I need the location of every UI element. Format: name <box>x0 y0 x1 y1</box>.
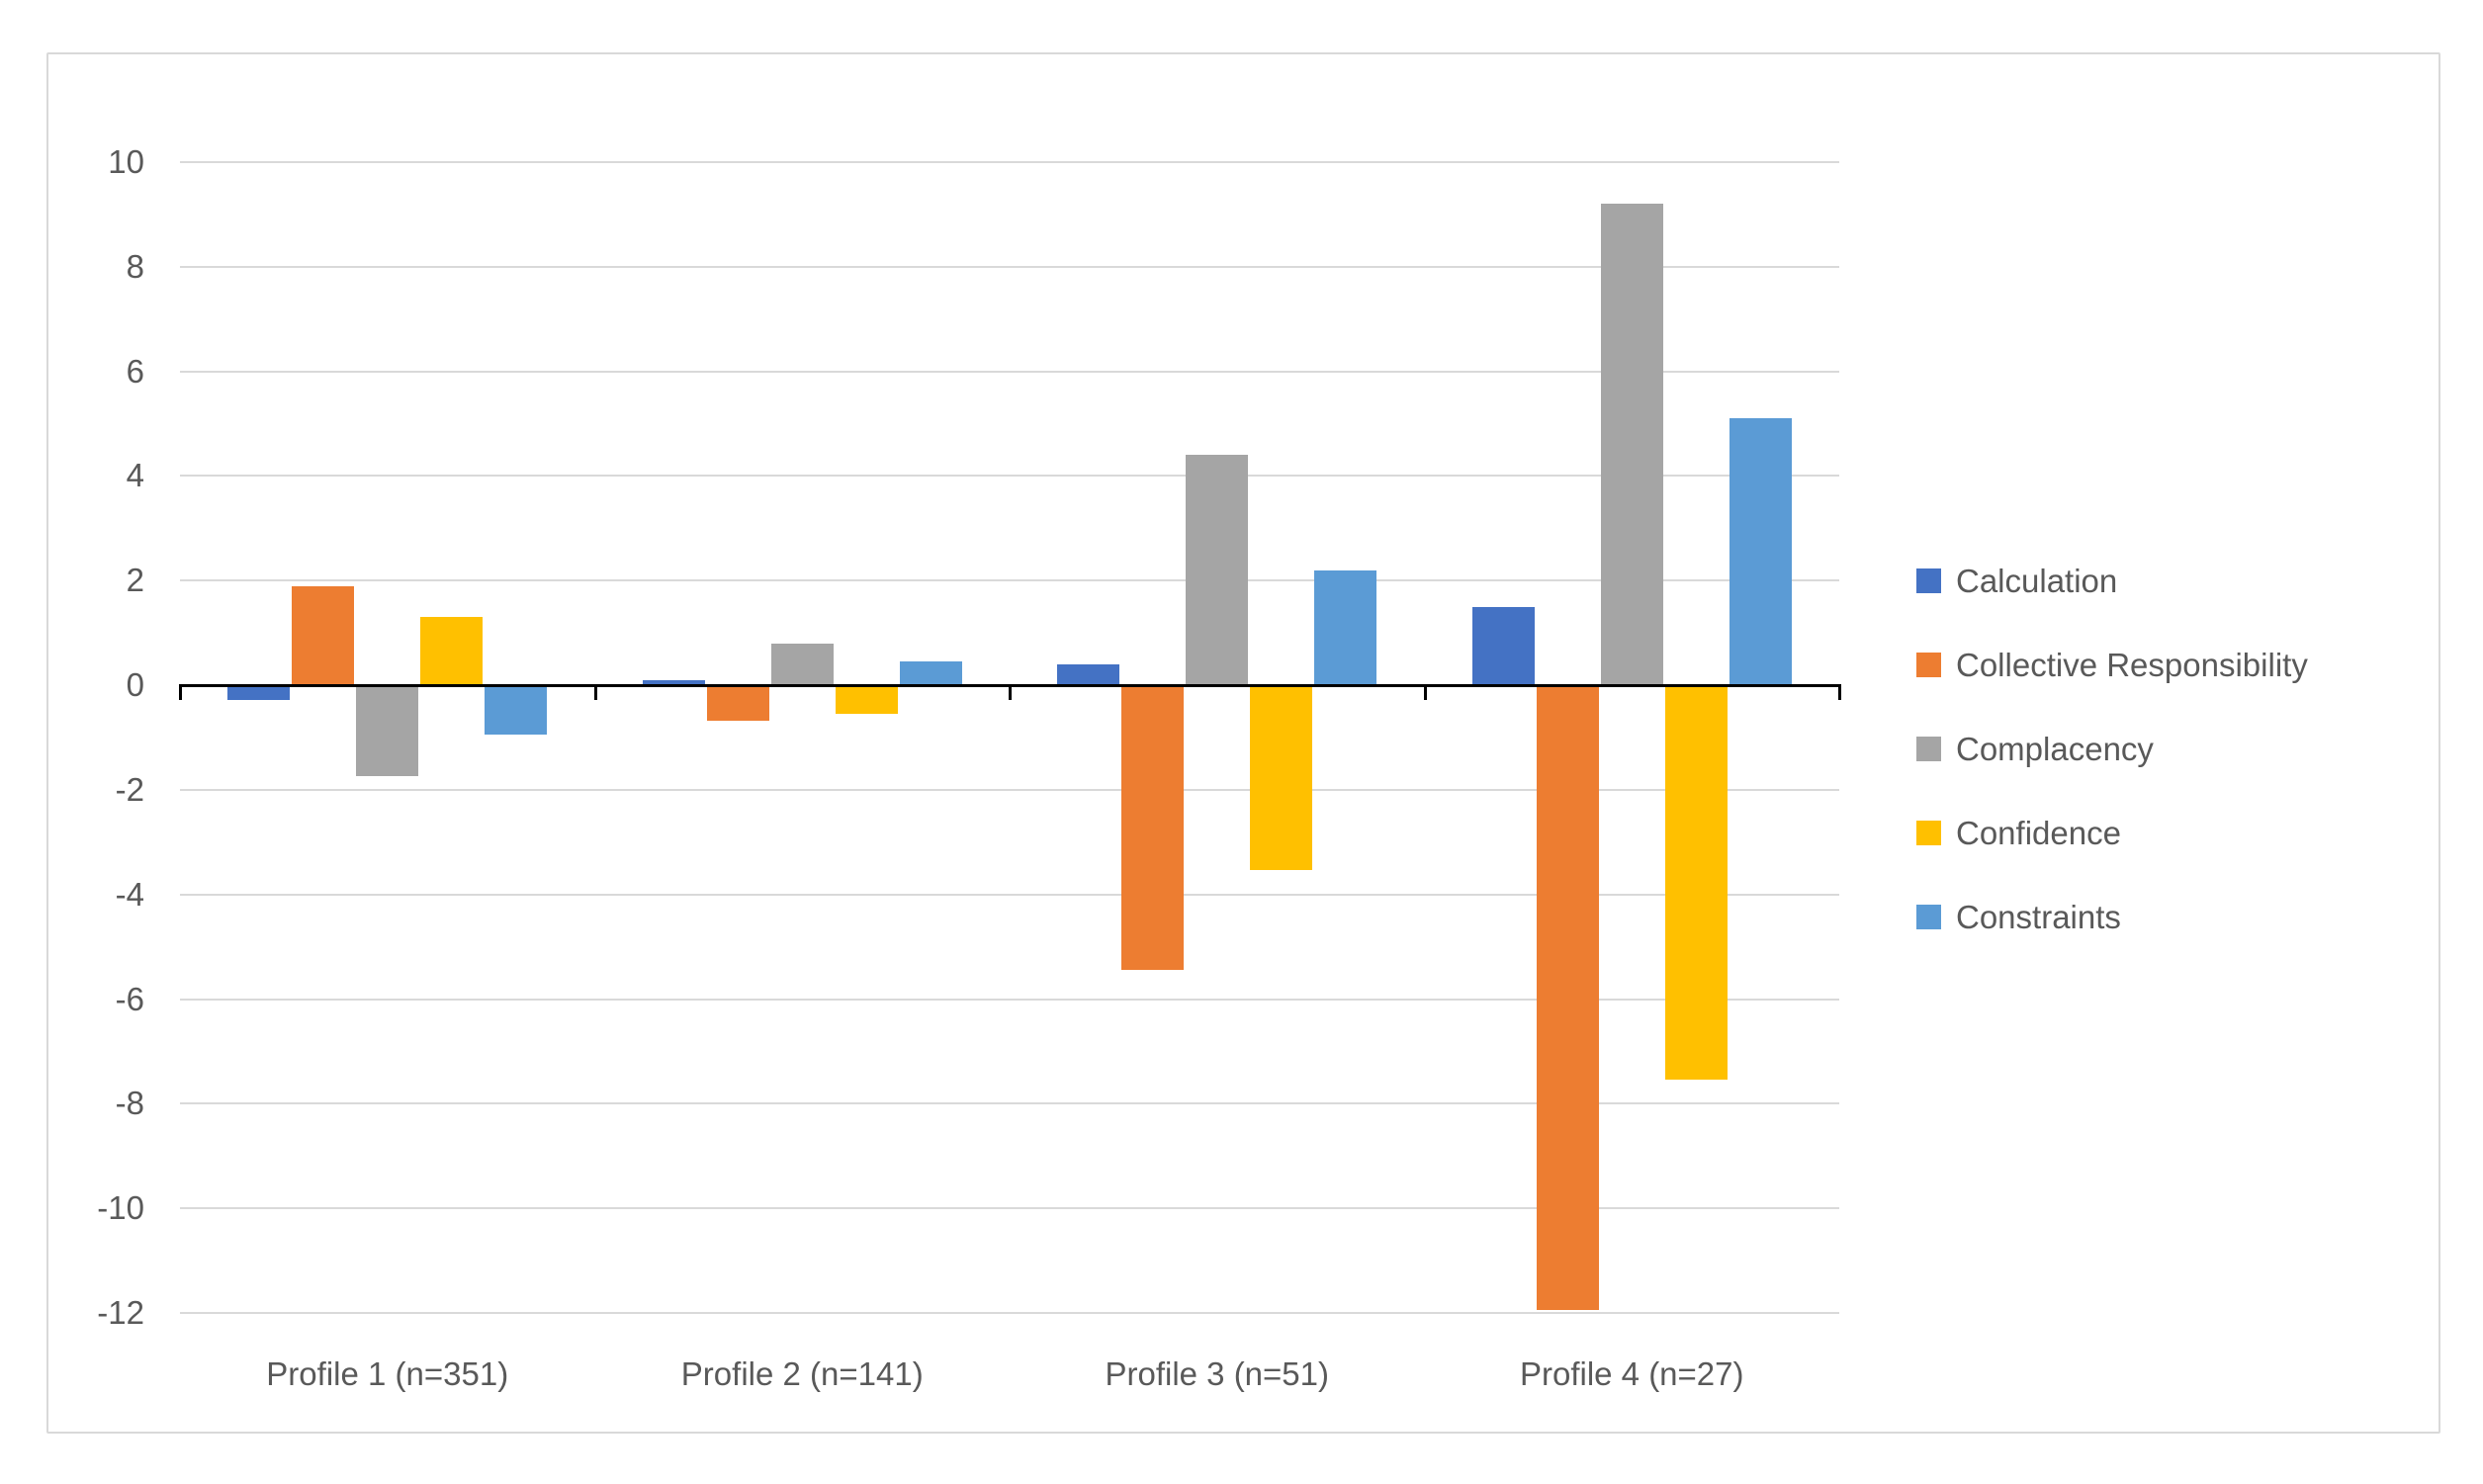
y-axis-tick-label: -8 <box>115 1085 144 1122</box>
y-axis-tick-label: -4 <box>115 875 144 913</box>
y-axis-tick-label: -10 <box>97 1189 144 1227</box>
legend-label: Constraints <box>1956 898 2121 935</box>
legend-swatch-icon <box>1916 905 1941 929</box>
gridline <box>180 370 1839 373</box>
gridline <box>180 1312 1839 1314</box>
legend-swatch-icon <box>1916 821 1941 845</box>
bar-collective-responsibility-cat2 <box>706 685 769 722</box>
bar-confidence-cat4 <box>1664 685 1728 1080</box>
x-axis-tick <box>179 684 182 701</box>
bar-collective-responsibility-cat1 <box>292 585 355 688</box>
legend-label: Calculation <box>1956 562 2118 599</box>
bar-constraints-cat4 <box>1729 418 1792 688</box>
x-axis-tick <box>593 684 597 701</box>
y-axis-tick-label: -6 <box>115 980 144 1017</box>
gridline <box>180 1102 1839 1105</box>
bar-collective-responsibility-cat3 <box>1121 685 1185 970</box>
bar-confidence-cat3 <box>1250 685 1313 871</box>
gridline <box>180 161 1839 163</box>
y-axis-tick-label: 4 <box>126 457 144 494</box>
x-axis-tick <box>1838 684 1841 701</box>
gridline <box>180 788 1839 791</box>
legend-item-collective-responsibility: Collective Responsibility <box>1916 623 2431 707</box>
gridline <box>180 893 1839 896</box>
bar-confidence-cat2 <box>835 685 898 714</box>
gridline <box>180 1207 1839 1210</box>
y-axis-tick-label: 10 <box>108 143 144 180</box>
bar-constraints-cat3 <box>1314 569 1377 688</box>
bar-collective-responsibility-cat4 <box>1536 685 1599 1310</box>
x-axis-tick <box>1009 684 1012 701</box>
legend-item-calculation: Calculation <box>1916 539 2431 623</box>
legend: Calculation Collective Responsibility Comp… <box>1916 539 2431 959</box>
legend-swatch-icon <box>1916 653 1941 677</box>
gridline <box>180 579 1839 582</box>
legend-label: Confidence <box>1956 814 2121 851</box>
legend-swatch-icon <box>1916 568 1941 593</box>
x-axis-category-label: Profile 4 (n=27) <box>1519 1355 1744 1392</box>
x-axis-tick <box>1423 684 1427 701</box>
y-axis-tick-label: 2 <box>126 562 144 599</box>
bar-calculation-cat1 <box>227 685 291 701</box>
bar-complacency-cat3 <box>1186 455 1249 688</box>
bar-calculation-cat2 <box>642 679 705 688</box>
y-axis-tick-label: 8 <box>126 247 144 285</box>
x-axis-category-label: Profile 3 (n=51) <box>1105 1355 1330 1392</box>
chart-frame <box>46 52 2440 1434</box>
legend-item-confidence: Confidence <box>1916 791 2431 875</box>
bar-confidence-cat1 <box>420 617 484 688</box>
bar-calculation-cat4 <box>1471 606 1535 688</box>
legend-label: Complacency <box>1956 730 2154 767</box>
x-axis-category-label: Profile 1 (n=351) <box>266 1355 509 1392</box>
legend-swatch-icon <box>1916 737 1941 761</box>
gridline <box>180 475 1839 478</box>
bar-calculation-cat3 <box>1057 663 1120 688</box>
legend-label: Collective Responsibility <box>1956 646 2308 683</box>
bar-constraints-cat2 <box>899 661 962 688</box>
gridline <box>180 998 1839 1001</box>
y-axis-tick-label: -2 <box>115 770 144 808</box>
bar-constraints-cat1 <box>485 685 548 735</box>
y-axis-tick-label: -12 <box>97 1294 144 1331</box>
gridline <box>180 265 1839 268</box>
legend-item-constraints: Constraints <box>1916 875 2431 959</box>
y-axis-tick-label: 0 <box>126 666 144 704</box>
bar-complacency-cat2 <box>770 643 834 688</box>
y-axis-tick-label: 6 <box>126 352 144 390</box>
legend-item-complacency: Complacency <box>1916 707 2431 791</box>
x-axis-category-label: Profile 2 (n=141) <box>680 1355 924 1392</box>
bar-complacency-cat1 <box>356 685 419 777</box>
bar-complacency-cat4 <box>1600 204 1663 688</box>
